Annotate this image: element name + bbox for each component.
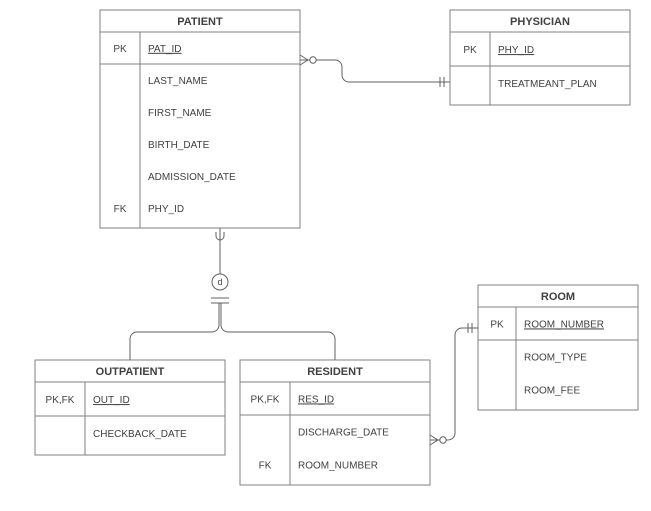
attr-label: FIRST_NAME (148, 108, 212, 119)
attr-label: LAST_NAME (148, 76, 208, 87)
entity-room: ROOM PK ROOM_NUMBER ROOM_TYPE ROOM_FEE (478, 285, 638, 410)
entity-outpatient: OUTPATIENT PK,FK OUT_ID CHECKBACK_DATE (35, 360, 225, 455)
attr-label: PHY_ID (148, 204, 184, 215)
attr-label: ROOM_NUMBER (524, 319, 604, 330)
entity-title: OUTPATIENT (96, 366, 165, 378)
svg-text:d: d (217, 277, 222, 287)
key-label: PK,FK (46, 395, 75, 406)
entity-physician: PHYSICIAN PK PHY_ID TREATMEANT_PLAN (450, 10, 630, 105)
connector-supertype-outpatient (130, 303, 219, 360)
attr-label: PHY_ID (498, 45, 534, 56)
connector-supertype-resident (221, 303, 335, 360)
attr-label: CHECKBACK_DATE (93, 429, 187, 440)
connector-resident-room (430, 323, 478, 445)
attr-label: OUT_ID (93, 395, 130, 406)
entity-title: PHYSICIAN (510, 16, 570, 28)
attr-label: ROOM_NUMBER (298, 460, 378, 471)
key-label: PK,FK (251, 394, 280, 405)
attr-label: PAT_ID (148, 44, 182, 55)
attr-label: RES_ID (298, 394, 334, 405)
entity-title: RESIDENT (307, 366, 363, 378)
attr-label: TREATMEANT_PLAN (498, 79, 597, 90)
key-label: PK (113, 44, 127, 55)
key-label: PK (490, 319, 504, 330)
key-label: FK (114, 204, 127, 215)
attr-label: ADMISSION_DATE (148, 172, 236, 183)
connector-patient-supertype (216, 228, 224, 274)
attr-label: BIRTH_DATE (148, 140, 210, 151)
entity-title: ROOM (541, 291, 575, 303)
connector-patient-physician (300, 55, 450, 87)
entity-resident: RESIDENT PK,FK RES_ID DISCHARGE_DATE FK ROOM_… (240, 360, 430, 485)
entity-title: PATIENT (177, 16, 223, 28)
supertype-discriminator: d (211, 274, 229, 303)
entity-patient: PATIENT PK PAT_ID LAST_NAME FIRST_NAME BIRTH_… (100, 10, 300, 228)
attr-label: ROOM_TYPE (524, 352, 587, 363)
attr-label: ROOM_FEE (524, 385, 580, 396)
key-label: FK (259, 460, 272, 471)
attr-label: DISCHARGE_DATE (298, 427, 389, 438)
erd-canvas: PATIENT PK PAT_ID LAST_NAME FIRST_NAME BIRTH_… (0, 0, 651, 511)
key-label: PK (463, 45, 477, 56)
